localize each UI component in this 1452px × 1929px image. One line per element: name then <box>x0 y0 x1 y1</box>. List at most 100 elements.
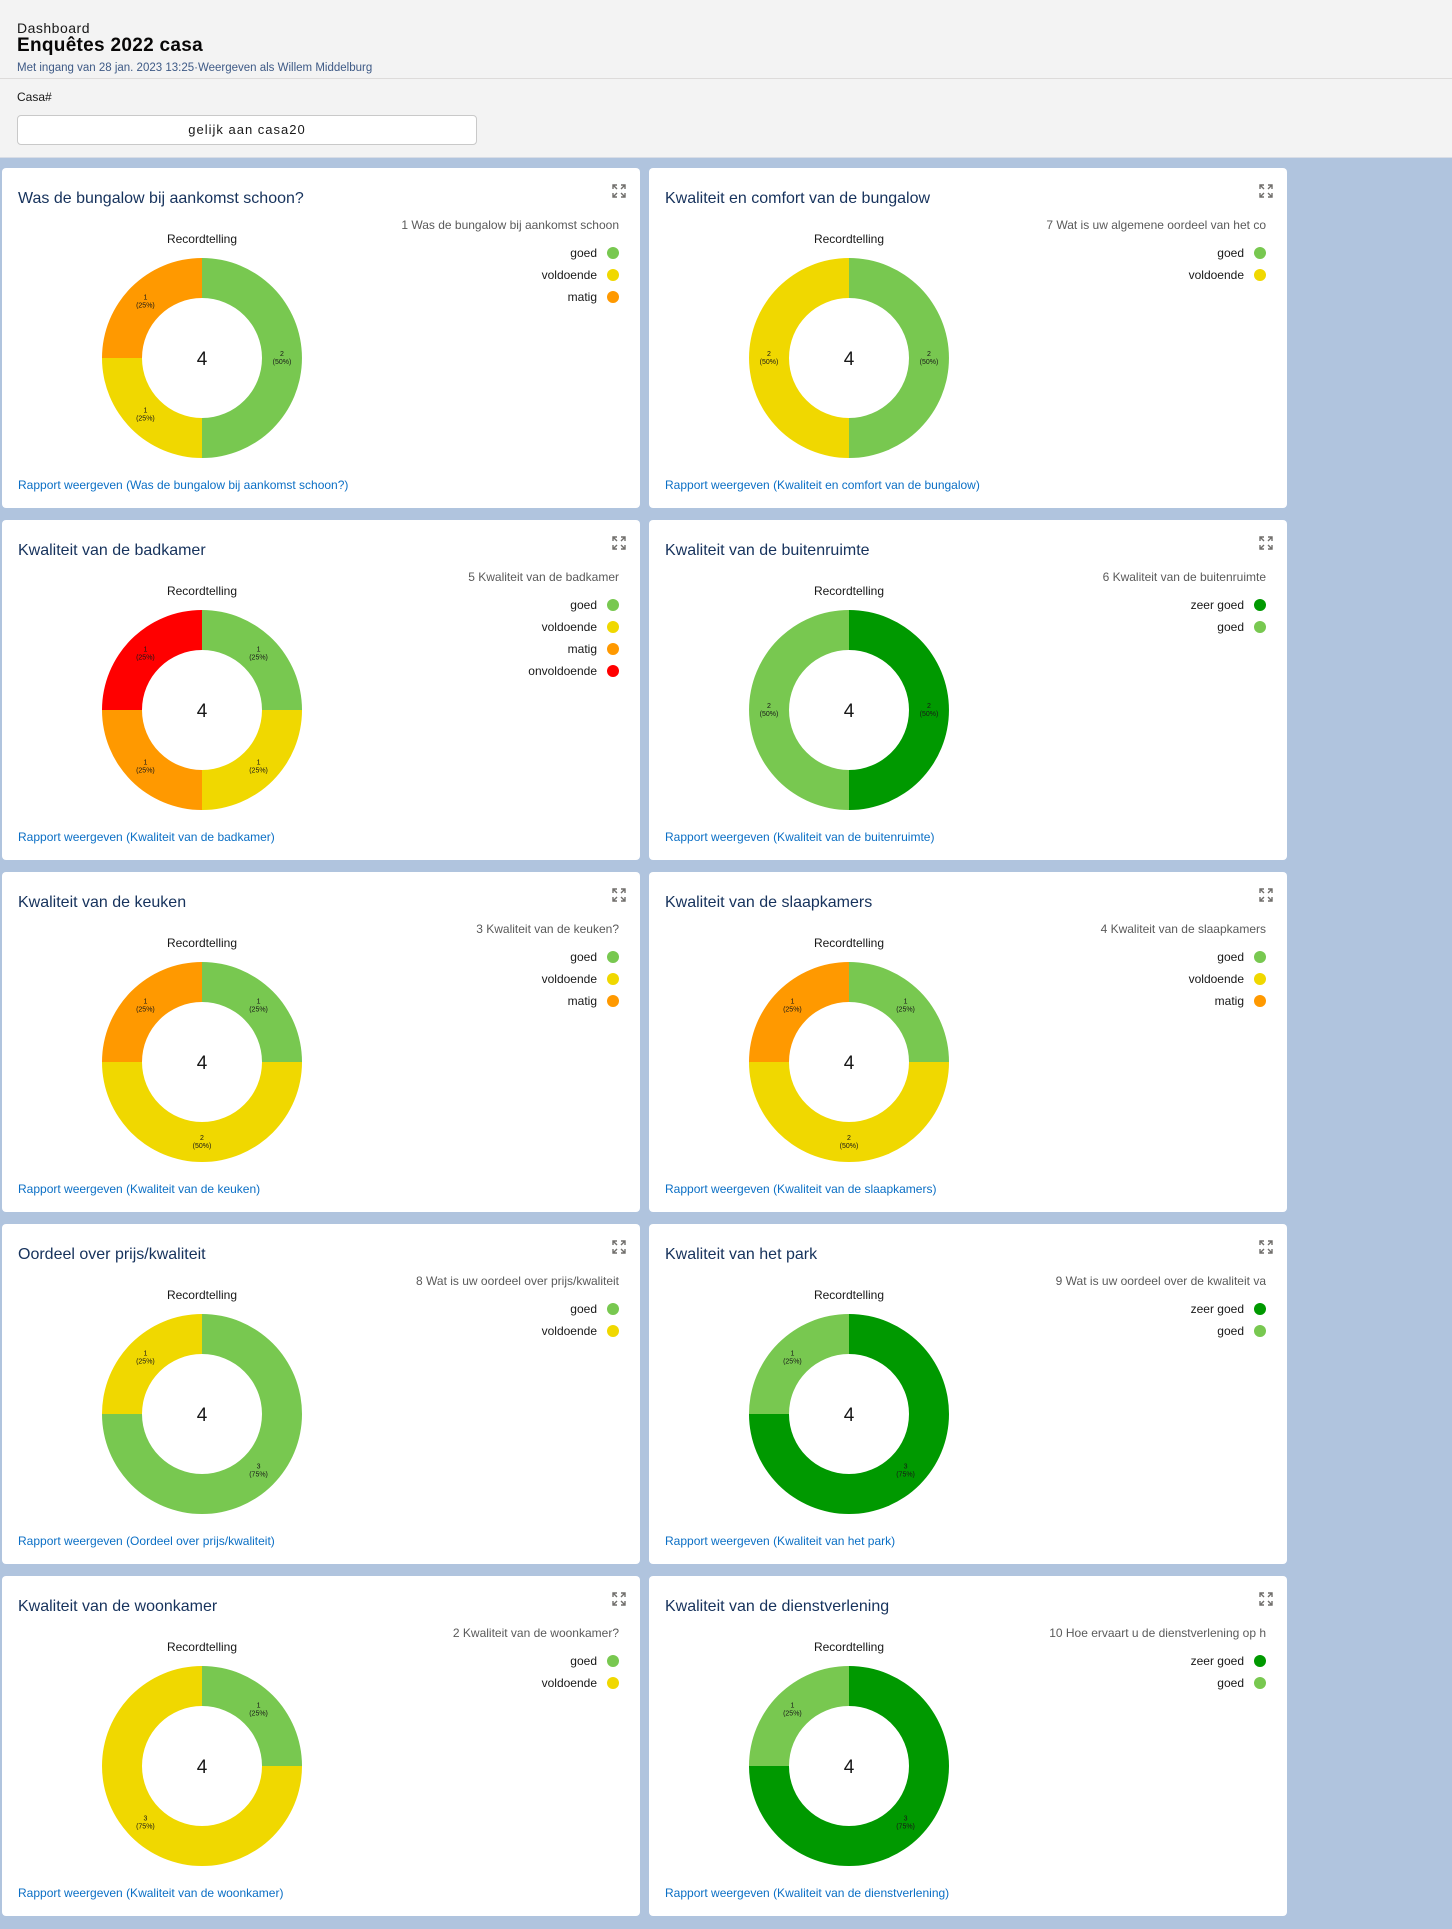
donut-chart[interactable]: Recordtelling 1 (25%) 2 (50%) 1 (25%) 4 <box>2 872 422 1172</box>
slice-matig[interactable] <box>102 258 202 358</box>
donut-chart[interactable]: Recordtelling 2 (50%) 2 (50%) 4 <box>649 168 1069 468</box>
chart-card: Kwaliteit van de keuken Recordtelling 1 (25… <box>2 872 640 1212</box>
card-title: Kwaliteit van de keuken <box>18 894 187 911</box>
slice-onvoldoende[interactable] <box>102 610 202 710</box>
chart-title: Recordtelling <box>167 584 237 598</box>
legend-item-voldoende[interactable]: voldoende <box>542 968 619 990</box>
legend-label: zeer goed <box>1190 1654 1244 1668</box>
slice-zeer-goed[interactable] <box>749 1666 949 1866</box>
expand-icon[interactable] <box>612 536 626 550</box>
slice-zeer-goed[interactable] <box>849 610 949 810</box>
legend-item-goed[interactable]: goed <box>1191 616 1266 638</box>
slice-voldoende[interactable] <box>102 1666 302 1866</box>
slice-goed[interactable] <box>202 1666 302 1766</box>
slice-goed[interactable] <box>749 1314 849 1414</box>
slice-matig[interactable] <box>749 962 849 1062</box>
donut-chart[interactable]: Recordtelling 3 (75%) 1 (25%) 4 <box>649 1576 1069 1876</box>
slice-voldoende[interactable] <box>102 1314 202 1414</box>
slice-matig[interactable] <box>102 962 202 1062</box>
legend-label: voldoende <box>541 1676 597 1690</box>
legend-item-goed[interactable]: goed <box>542 1298 619 1320</box>
data-label: 1 (25%) <box>136 294 155 309</box>
report-link[interactable]: Rapport weergeven (Kwaliteit van de slaa… <box>665 1182 937 1196</box>
expand-icon[interactable] <box>1259 184 1273 198</box>
donut-chart[interactable]: Recordtelling 2 (50%) 2 (50%) 4 <box>649 520 1069 820</box>
slice-goed[interactable] <box>202 610 302 710</box>
data-label: 1 (25%) <box>136 760 155 775</box>
donut-chart[interactable]: Recordtelling 3 (75%) 1 (25%) 4 <box>649 1224 1069 1524</box>
legend-item-zeer-goed[interactable]: zeer goed <box>1191 1650 1266 1672</box>
report-link[interactable]: Rapport weergeven (Kwaliteit van de woon… <box>18 1886 284 1900</box>
slice-goed[interactable] <box>749 610 849 810</box>
expand-icon[interactable] <box>612 1592 626 1606</box>
slice-zeer-goed[interactable] <box>749 1314 949 1514</box>
report-link[interactable]: Rapport weergeven (Kwaliteit van de badk… <box>18 830 275 844</box>
donut-chart[interactable]: Recordtelling 1 (25%) 3 (75%) 4 <box>2 1576 422 1876</box>
legend: zeer goed goed <box>1191 594 1266 638</box>
total-count: 4 <box>197 1405 208 1426</box>
expand-icon[interactable] <box>1259 1240 1273 1254</box>
slice-goed[interactable] <box>202 258 302 458</box>
slice-voldoende[interactable] <box>102 358 202 458</box>
expand-icon[interactable] <box>612 184 626 198</box>
slice-voldoende[interactable] <box>749 1062 949 1162</box>
legend-item-zeer-goed[interactable]: zeer goed <box>1191 594 1266 616</box>
legend-item-voldoende[interactable]: voldoende <box>542 1320 619 1342</box>
data-label: 2 (50%) <box>920 703 939 718</box>
legend-item-goed[interactable]: goed <box>1189 946 1266 968</box>
expand-icon[interactable] <box>1259 536 1273 550</box>
legend-dot-icon <box>1254 269 1266 281</box>
slice-goed[interactable] <box>749 1666 849 1766</box>
report-link[interactable]: Rapport weergeven (Kwaliteit van de keuk… <box>18 1182 261 1196</box>
legend-label: matig <box>567 642 597 656</box>
slice-goed[interactable] <box>849 962 949 1062</box>
expand-icon[interactable] <box>1259 1592 1273 1606</box>
report-link[interactable]: Rapport weergeven (Kwaliteit en comfort … <box>665 478 980 492</box>
slice-voldoende[interactable] <box>749 258 849 458</box>
legend-item-zeer-goed[interactable]: zeer goed <box>1191 1298 1266 1320</box>
chart-title: Recordtelling <box>814 1640 884 1654</box>
donut-chart[interactable]: Recordtelling 1 (25%) 1 (25%) 1 (25%) 1 (25%) 4 <box>2 520 422 820</box>
report-link[interactable]: Rapport weergeven (Kwaliteit van de buit… <box>665 830 935 844</box>
legend-item-goed[interactable]: goed <box>1191 1672 1266 1694</box>
legend-item-goed[interactable]: goed <box>1191 1320 1266 1342</box>
legend-item-voldoende[interactable]: voldoende <box>542 264 619 286</box>
report-link[interactable]: Rapport weergeven (Kwaliteit van het par… <box>665 1534 896 1548</box>
report-link[interactable]: Rapport weergeven (Kwaliteit van de dien… <box>665 1886 950 1900</box>
legend-item-voldoende[interactable]: voldoende <box>1189 968 1266 990</box>
legend-item-matig[interactable]: matig <box>542 990 619 1012</box>
legend-item-goed[interactable]: goed <box>528 594 619 616</box>
card-title: Kwaliteit en comfort van de bungalow <box>665 190 931 207</box>
donut-chart[interactable]: Recordtelling 3 (75%) 1 (25%) 4 <box>2 1224 422 1524</box>
legend-item-matig[interactable]: matig <box>542 286 619 308</box>
slice-goed[interactable] <box>202 962 302 1062</box>
report-link[interactable]: Rapport weergeven (Oordeel over prijs/kw… <box>18 1534 275 1548</box>
legend-label: goed <box>570 1302 597 1316</box>
chart-title: Recordtelling <box>167 1640 237 1654</box>
legend-item-voldoende[interactable]: voldoende <box>528 616 619 638</box>
legend-item-goed[interactable]: goed <box>542 946 619 968</box>
legend-label: goed <box>1217 1676 1244 1690</box>
slice-goed[interactable] <box>102 1314 302 1514</box>
legend-item-voldoende[interactable]: voldoende <box>1189 264 1266 286</box>
legend-item-matig[interactable]: matig <box>1189 990 1266 1012</box>
expand-icon[interactable] <box>612 888 626 902</box>
chart-title: Recordtelling <box>167 232 237 246</box>
filter-field[interactable]: gelijk aan casa20 <box>17 115 477 145</box>
card-title: Kwaliteit van het park <box>665 1246 818 1263</box>
report-link[interactable]: Rapport weergeven (Was de bungalow bij a… <box>18 478 349 492</box>
slice-voldoende[interactable] <box>102 1062 302 1162</box>
donut-chart[interactable]: Recordtelling 2 (50%) 1 (25%) 1 (25%) 4 <box>2 168 422 468</box>
legend-item-matig[interactable]: matig <box>528 638 619 660</box>
expand-icon[interactable] <box>1259 888 1273 902</box>
donut-chart[interactable]: Recordtelling 1 (25%) 2 (50%) 1 (25%) 4 <box>649 872 1069 1172</box>
slice-matig[interactable] <box>102 710 202 810</box>
slice-goed[interactable] <box>849 258 949 458</box>
slice-voldoende[interactable] <box>202 710 302 810</box>
expand-icon[interactable] <box>612 1240 626 1254</box>
legend-item-goed[interactable]: goed <box>1189 242 1266 264</box>
legend-item-onvoldoende[interactable]: onvoldoende <box>528 660 619 682</box>
legend-item-voldoende[interactable]: voldoende <box>542 1672 619 1694</box>
legend-item-goed[interactable]: goed <box>542 1650 619 1672</box>
legend-item-goed[interactable]: goed <box>542 242 619 264</box>
